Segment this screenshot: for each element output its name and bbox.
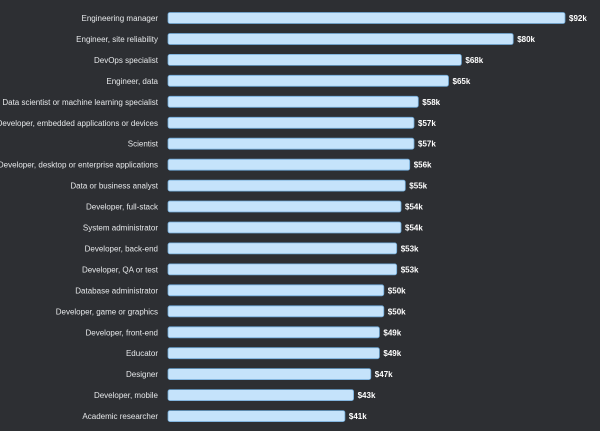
value-label: $58k — [422, 98, 440, 107]
value-labels: $92k $80k $68k $65k $58k $57k $57k $56k $55k $54k… — [349, 14, 587, 421]
value-label: $53k — [401, 244, 419, 253]
category-label: Developer, desktop or enterprise applica… — [0, 161, 158, 170]
category-label: DevOps specialist — [94, 56, 159, 65]
category-label: Data or business analyst — [70, 182, 158, 191]
value-label: $47k — [375, 370, 393, 379]
bar — [167, 200, 402, 213]
bar — [167, 179, 406, 192]
category-label: Developer, full-stack — [86, 203, 159, 212]
bar — [167, 74, 449, 87]
bar — [167, 12, 566, 24]
value-label: $50k — [388, 286, 406, 295]
value-label: $49k — [383, 349, 401, 358]
value-label: $57k — [418, 119, 436, 128]
category-label: Scientist — [128, 140, 159, 149]
bar — [167, 410, 346, 423]
value-label: $68k — [465, 56, 483, 65]
category-label: Developer, back-end — [85, 244, 158, 253]
bar — [167, 54, 462, 66]
value-label: $80k — [517, 35, 535, 44]
category-label: Developer, game or graphics — [56, 307, 158, 316]
category-label: Developer, front-end — [86, 328, 159, 337]
category-label: Developer, embedded applications or devi… — [0, 119, 158, 128]
value-label: $41k — [349, 412, 367, 421]
bar — [167, 368, 372, 381]
category-label: Data scientist or machine learning speci… — [2, 98, 158, 107]
value-label: $57k — [418, 140, 436, 149]
category-label: Developer, QA or test — [82, 265, 159, 274]
category-label: System administrator — [83, 224, 158, 233]
bar — [167, 389, 355, 402]
category-label: Database administrator — [75, 286, 158, 295]
bar — [167, 116, 415, 129]
value-label: $56k — [414, 161, 432, 170]
bar — [167, 158, 411, 171]
bar — [167, 326, 380, 339]
bar — [167, 33, 514, 45]
value-label: $43k — [358, 391, 376, 400]
category-label: Educator — [126, 349, 158, 358]
value-label: $65k — [453, 77, 471, 86]
value-label: $50k — [388, 307, 406, 316]
bar — [167, 284, 385, 297]
bar — [167, 305, 385, 318]
category-label: Developer, mobile — [94, 391, 159, 400]
value-label: $53k — [401, 265, 419, 274]
bar — [167, 242, 398, 255]
bar — [167, 137, 415, 150]
bar — [167, 347, 380, 360]
value-label: $92k — [569, 14, 587, 23]
category-label: Engineer, site reliability — [76, 35, 158, 44]
value-label: $54k — [405, 224, 423, 233]
bar — [167, 221, 402, 234]
bar — [167, 263, 398, 276]
bars-layer — [167, 12, 566, 423]
bar — [167, 95, 419, 108]
category-label: Academic researcher — [82, 412, 158, 421]
value-label: $49k — [383, 328, 401, 337]
category-labels: Engineering manager Engineer, site reliab… — [0, 14, 159, 421]
category-label: Designer — [126, 370, 158, 379]
value-label: $55k — [409, 182, 427, 191]
category-label: Engineer, data — [106, 77, 158, 86]
category-label: Engineering manager — [82, 14, 159, 23]
value-label: $54k — [405, 203, 423, 212]
